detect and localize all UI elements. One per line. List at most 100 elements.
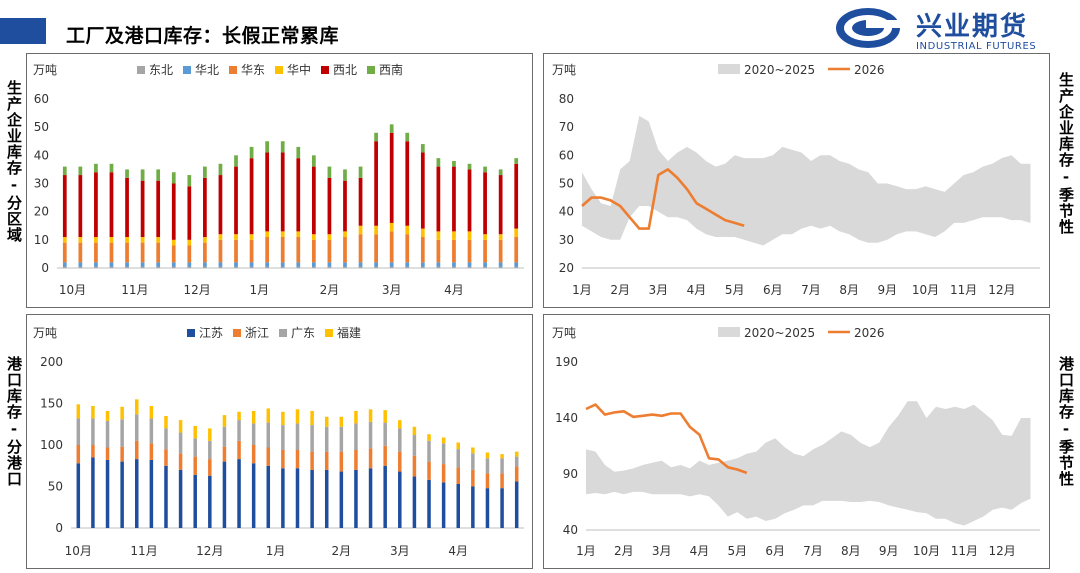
bar-segment (109, 242, 114, 263)
bar-segment (234, 266, 238, 268)
bar-segment (383, 410, 387, 423)
panel-port-by-port: 0 50 100 150 200 万吨 10月 11月 12月 1月 2月 3月 4月 江苏 浙江 广东 福建 (26, 314, 533, 569)
side-label-port-by-port: 港口库存-分港口 (5, 356, 23, 487)
y-tick-label: 190 (555, 355, 578, 369)
bar-segment (281, 411, 285, 426)
bar-segment (383, 445, 387, 466)
bar-segment (374, 234, 378, 263)
bar-segment (324, 469, 329, 528)
y-tick-label: 40 (563, 523, 578, 537)
x-tick-label: 4月 (687, 283, 707, 297)
bar-segment (281, 468, 285, 528)
bar-segment (265, 141, 270, 153)
bar-segment (343, 237, 347, 263)
bar-segment (368, 468, 373, 528)
x-tick-label: 9月 (878, 283, 898, 297)
x-tick-label: 11月 (130, 544, 157, 558)
bar-segment (398, 471, 402, 528)
bar-segment (125, 266, 129, 268)
x-tick-label: 3月 (382, 283, 402, 297)
legend-label: 华东 (241, 63, 265, 77)
bar-segment (135, 459, 139, 528)
bar-segment (368, 421, 373, 449)
bar-segment (62, 242, 67, 263)
bar-segment (266, 465, 271, 528)
bar-segment (296, 146, 301, 159)
bar-segment (218, 239, 223, 263)
bar-segment (280, 141, 285, 153)
bar-segment (339, 451, 344, 472)
bar-segment (237, 459, 241, 528)
bar-segment (120, 419, 124, 447)
side-label-port-seasonal: 港口库存-季节性 (1057, 356, 1075, 487)
y-tick-label: 60 (34, 92, 49, 106)
bar-segment (125, 262, 129, 267)
legend-label: 广东 (291, 326, 315, 340)
bar-segment (125, 237, 129, 243)
bar-segment (420, 262, 425, 267)
panel-factory-seasonal: 20 30 40 50 60 70 80 万吨 1月 2月 3月 4月 5月 6月 7月 8月 9月 10月 11月… (543, 53, 1050, 308)
bar-segment (249, 266, 254, 268)
bar-segment (327, 266, 332, 268)
legend-swatch (321, 66, 329, 74)
bar-segment (483, 172, 487, 235)
legend-label: 东北 (149, 63, 173, 77)
bar-segment (178, 469, 183, 528)
range-band-2020-2025 (586, 401, 1031, 526)
bar-segment (339, 426, 344, 452)
bar-segment (105, 447, 110, 460)
bar-segment (120, 406, 124, 420)
bar-segment (498, 266, 503, 268)
bar-segment (471, 453, 475, 470)
x-tick-label: 6月 (763, 283, 783, 297)
bar-segment (193, 474, 197, 528)
bar-segment (358, 177, 363, 226)
bar-segment (135, 414, 139, 441)
bar-segment (94, 172, 98, 238)
x-tick-label: 6月 (765, 544, 785, 558)
bar-segment (398, 428, 402, 452)
bar-segment (452, 160, 456, 167)
bar-segment (398, 451, 402, 472)
bar-segment (295, 423, 300, 450)
page-title: 工厂及港口库存：长假正常累库 (66, 25, 340, 47)
x-tick-label: 8月 (839, 283, 859, 297)
y-unit-label: 万吨 (552, 63, 576, 77)
bar-segment (120, 446, 124, 462)
chart-factory-region: 0 10 20 30 40 50 60 万吨 10月 11月 12月 1月 2月 3月 4月 东北 华北 华东 华中… (33, 62, 524, 297)
bar-segment (62, 237, 67, 243)
bar-segment (76, 404, 81, 419)
bar-segment (234, 262, 238, 267)
bar-segment (354, 469, 358, 528)
y-tick-label: 40 (559, 205, 574, 219)
bar-segment (178, 420, 183, 433)
bar-segment (164, 415, 168, 429)
bar-segment (456, 484, 460, 528)
x-tick-label: 12月 (988, 283, 1015, 297)
bar-segment (109, 163, 114, 173)
bar-segment (91, 445, 95, 458)
bar-segment (420, 228, 425, 238)
bar-segment (187, 175, 192, 187)
bar-segment (383, 422, 387, 446)
bar-segment (427, 479, 431, 528)
bar-segment (310, 469, 314, 528)
x-tick-label: 9月 (879, 544, 899, 558)
x-tick-label: 12月 (183, 283, 210, 297)
x-tick-label: 12月 (196, 544, 223, 558)
bar-segment (420, 266, 425, 268)
bar-segment (452, 266, 456, 268)
bar-segment (234, 166, 238, 235)
series-line-2026 (581, 168, 745, 230)
chart-port-seasonal: 40 90 140 190 万吨 1月 2月 3月 4月 5月 6月 7月 8月 9月 10月 11月 12月 2… (552, 326, 1040, 558)
bar-segment (237, 411, 241, 421)
legend-swatch (367, 66, 375, 74)
bar-segment (265, 262, 270, 267)
bar-segment (218, 266, 223, 268)
bar-segment (343, 266, 347, 268)
x-tick-label: 11月 (121, 283, 148, 297)
x-tick-label: 1月 (250, 283, 270, 297)
bar-segment (514, 481, 519, 528)
panel-factory-region: 0 10 20 30 40 50 60 万吨 10月 11月 12月 1月 2月 3月 4月 东北 华北 华东 华中… (26, 53, 533, 308)
bar-segment (467, 262, 472, 267)
